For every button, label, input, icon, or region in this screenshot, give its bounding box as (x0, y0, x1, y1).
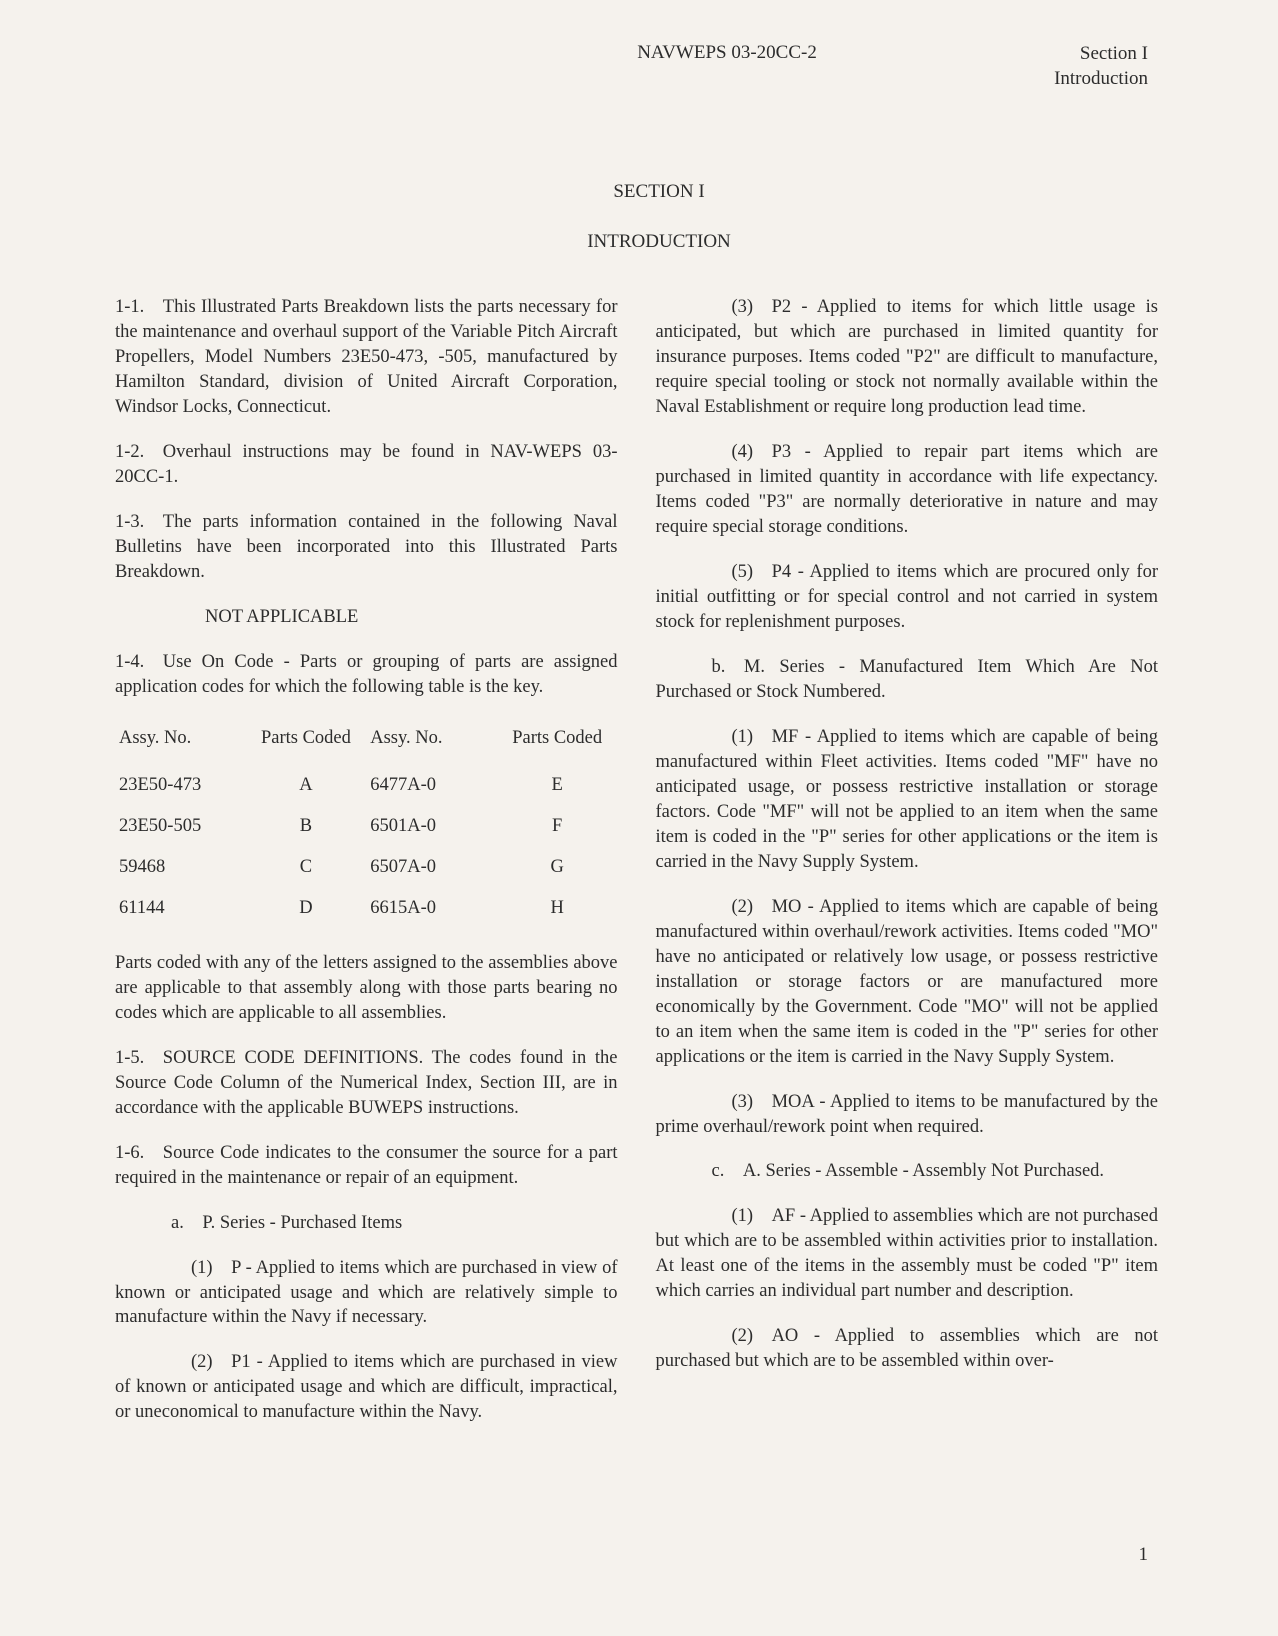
item-a-4: (4) P3 - Applied to repair part items wh… (656, 440, 1159, 540)
table-row: 23E50-473 A 6477A-0 E (115, 765, 618, 806)
item-b: b. M. Series - Manufactured Item Which A… (656, 655, 1159, 705)
table-cell: B (246, 806, 367, 847)
table-cell: C (246, 847, 367, 888)
para-1-6: 1-6. Source Code indicates to the consum… (115, 1141, 618, 1191)
item-a-2: (2) P1 - Applied to items which are purc… (115, 1350, 618, 1425)
table-cell: A (246, 765, 367, 806)
table-cell: 6507A-0 (366, 847, 497, 888)
right-column: (3) P2 - Applied to items for which litt… (656, 295, 1159, 1445)
table-cell: 6477A-0 (366, 765, 497, 806)
table-cell: F (497, 806, 618, 847)
item-b-2: (2) MO - Applied to items which are capa… (656, 895, 1159, 1070)
document-number: NAVWEPS 03-20CC-2 (125, 42, 1054, 64)
para-after-table: Parts coded with any of the letters assi… (115, 951, 618, 1026)
table-header: Assy. No. (366, 720, 497, 765)
item-b-3: (3) MOA - Applied to items to be manufac… (656, 1090, 1159, 1140)
item-a-3: (3) P2 - Applied to items for which litt… (656, 295, 1159, 420)
section-label: Section I (1054, 42, 1148, 67)
table-cell: 6501A-0 (366, 806, 497, 847)
section-subtitle: INTRODUCTION (115, 231, 1158, 253)
table-header: Assy. No. (115, 720, 246, 765)
table-cell: 6615A-0 (366, 888, 497, 929)
table-cell: 23E50-473 (115, 765, 246, 806)
subsection-label: Introduction (1054, 67, 1148, 92)
table-header: Parts Coded (246, 720, 367, 765)
item-a-5: (5) P4 - Applied to items which are proc… (656, 560, 1159, 635)
table-cell: 61144 (115, 888, 246, 929)
table-row: 61144 D 6615A-0 H (115, 888, 618, 929)
page-header: NAVWEPS 03-20CC-2 Section I Introduction (115, 42, 1158, 91)
item-c-1: (1) AF - Applied to assemblies which are… (656, 1204, 1159, 1304)
para-1-3: 1-3. The parts information contained in … (115, 510, 618, 585)
table-cell: 23E50-505 (115, 806, 246, 847)
item-b-1: (1) MF - Applied to items which are capa… (656, 725, 1159, 875)
table-row: 23E50-505 B 6501A-0 F (115, 806, 618, 847)
table-cell: G (497, 847, 618, 888)
section-title: SECTION I (115, 181, 1158, 203)
item-c: c. A. Series - Assemble - Assembly Not P… (656, 1159, 1159, 1184)
table-cell: H (497, 888, 618, 929)
para-1-4: 1-4. Use On Code - Parts or grouping of … (115, 650, 618, 700)
para-1-2: 1-2. Overhaul instructions may be found … (115, 440, 618, 490)
table-header-row: Assy. No. Parts Coded Assy. No. Parts Co… (115, 720, 618, 765)
left-column: 1-1. This Illustrated Parts Breakdown li… (115, 295, 618, 1445)
page-number: 1 (1139, 1544, 1149, 1566)
para-1-1: 1-1. This Illustrated Parts Breakdown li… (115, 295, 618, 420)
section-info: Section I Introduction (1054, 42, 1148, 91)
item-a: a. P. Series - Purchased Items (115, 1211, 618, 1236)
item-a-1: (1) P - Applied to items which are purch… (115, 1256, 618, 1331)
item-c-2: (2) AO - Applied to assemblies which are… (656, 1324, 1159, 1374)
table-header: Parts Coded (497, 720, 618, 765)
use-on-code-table: Assy. No. Parts Coded Assy. No. Parts Co… (115, 720, 618, 929)
table-cell: 59468 (115, 847, 246, 888)
table-cell: E (497, 765, 618, 806)
table-row: 59468 C 6507A-0 G (115, 847, 618, 888)
content-columns: 1-1. This Illustrated Parts Breakdown li… (115, 295, 1158, 1445)
not-applicable-label: NOT APPLICABLE (115, 605, 618, 630)
table-cell: D (246, 888, 367, 929)
para-1-5: 1-5. SOURCE CODE DEFINITIONS. The codes … (115, 1046, 618, 1121)
